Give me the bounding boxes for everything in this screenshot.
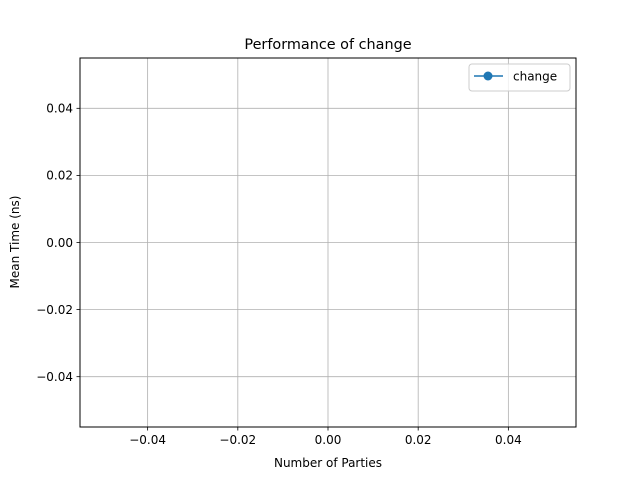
legend-frame xyxy=(468,63,571,92)
x-tick-label: −0.02 xyxy=(219,433,256,447)
x-tick-label: 0.00 xyxy=(315,433,342,447)
x-axis-ticks: −0.04 −0.02 0.00 0.02 0.04 xyxy=(129,427,522,447)
x-axis-label: Number of Parties xyxy=(274,456,382,470)
y-axis-label: Mean Time (ns) xyxy=(8,196,22,289)
y-tick-label: −0.02 xyxy=(36,303,73,317)
legend-marker-change xyxy=(483,71,493,81)
y-tick-label: 0.02 xyxy=(46,169,73,183)
legend-label-change: change xyxy=(513,70,557,84)
legend: change xyxy=(468,63,571,92)
y-tick-label: 0.00 xyxy=(46,236,73,250)
y-axis-ticks: −0.04 −0.02 0.00 0.02 0.04 xyxy=(36,102,80,384)
x-tick-label: 0.02 xyxy=(405,433,432,447)
chart-title: Performance of change xyxy=(244,37,411,53)
x-tick-label: 0.04 xyxy=(495,433,522,447)
x-tick-label: −0.04 xyxy=(129,433,166,447)
y-tick-label: −0.04 xyxy=(36,370,73,384)
grid-lines xyxy=(80,58,576,427)
y-tick-label: 0.04 xyxy=(46,102,73,116)
